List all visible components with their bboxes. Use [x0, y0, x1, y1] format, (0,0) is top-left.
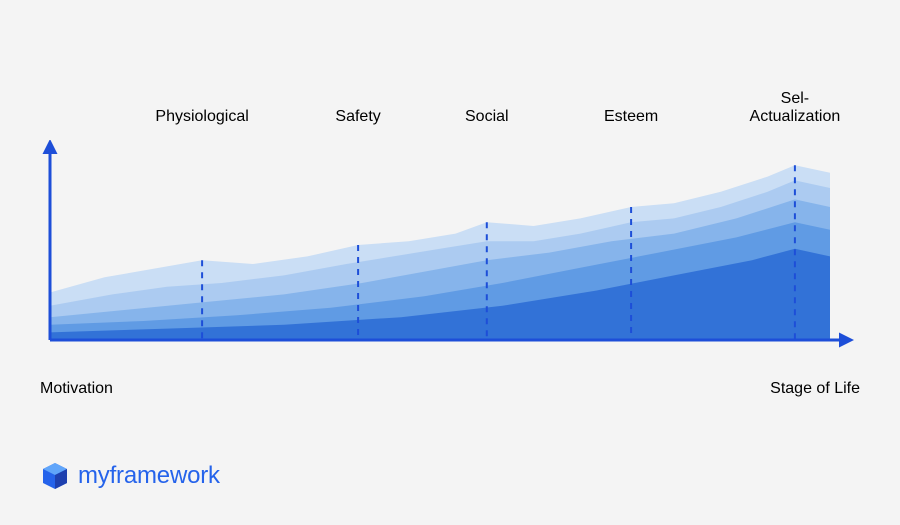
- category-label: Social: [465, 108, 509, 126]
- brand-text: myframework: [78, 462, 220, 490]
- category-labels-row: PhysiologicalSafetySocialEsteemSel- Actu…: [40, 108, 860, 148]
- category-label: Safety: [335, 108, 380, 126]
- x-axis-label: Stage of Life: [770, 380, 860, 398]
- category-label: Sel- Actualization: [750, 90, 841, 127]
- area-chart-svg: [40, 140, 860, 360]
- y-axis-label: Motivation: [40, 380, 113, 398]
- brand-block: myframework: [40, 461, 220, 491]
- motivation-area-chart: PhysiologicalSafetySocialEsteemSel- Actu…: [40, 140, 860, 370]
- brand-cube-icon: [40, 461, 70, 491]
- category-label: Esteem: [604, 108, 658, 126]
- category-label: Physiological: [155, 108, 248, 126]
